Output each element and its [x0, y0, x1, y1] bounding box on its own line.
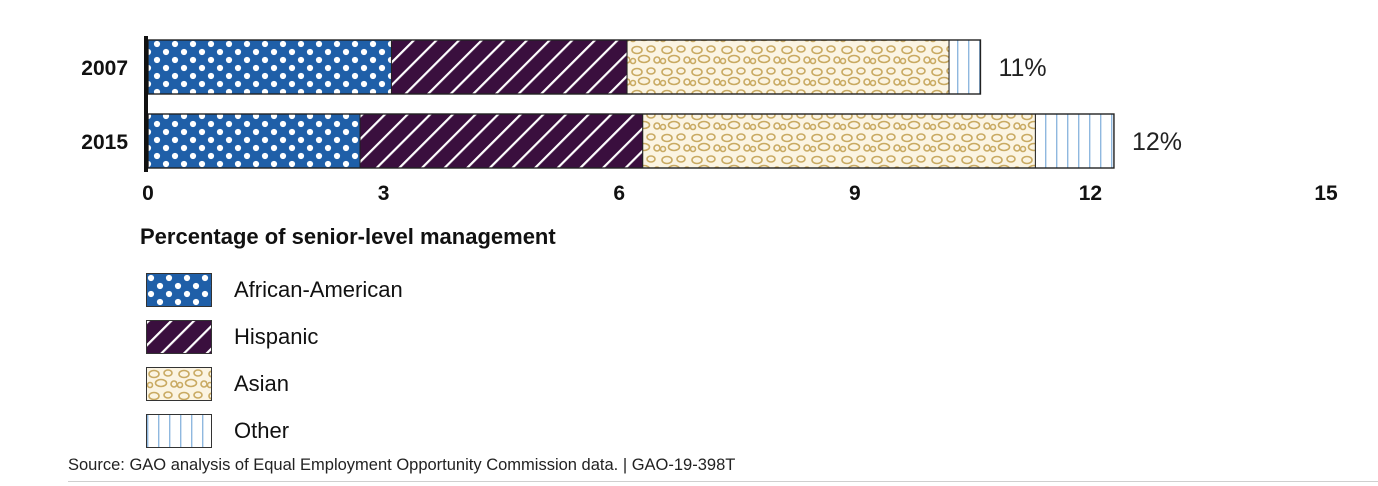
footer-divider	[68, 481, 1378, 482]
x-tick-label: 3	[378, 182, 390, 205]
bar-segment-asian-2015	[642, 113, 1036, 169]
total-label-2015: 12%	[1132, 128, 1182, 156]
x-tick-label: 9	[849, 182, 861, 205]
x-tick-label: 15	[1314, 182, 1338, 205]
legend-swatch-asian	[146, 366, 212, 401]
source-note: Source: GAO analysis of Equal Employment…	[68, 456, 736, 474]
legend-label: Hispanic	[234, 323, 319, 349]
bar-segment-african-american-2007	[147, 39, 392, 95]
bar-segment-african-american-2015	[147, 113, 361, 169]
bar-segment-hispanic-2007	[390, 39, 628, 95]
category-label-2007: 2007	[81, 57, 128, 80]
legend-item-other: Other	[146, 407, 403, 454]
legend-item-asian: Asian	[146, 360, 403, 407]
legend-label: African-American	[234, 276, 403, 302]
legend-swatch-other	[146, 413, 212, 448]
bar-segment-other-2007	[948, 39, 981, 95]
x-tick-label: 0	[142, 182, 154, 205]
legend-swatch-african-american	[146, 272, 212, 307]
legend: African-American Hispanic Asian Other	[146, 266, 403, 454]
legend-item-african-american: African-American	[146, 266, 403, 313]
x-tick-label: 6	[613, 182, 625, 205]
stacked-bar-chart: 2007 11% 2015 12% 0 3 6 9 12 15	[81, 36, 1338, 205]
legend-item-hispanic: Hispanic	[146, 313, 403, 360]
bar-segment-other-2015	[1034, 113, 1115, 169]
total-label-2007: 11%	[998, 54, 1046, 82]
x-axis-title: Percentage of senior-level management	[140, 224, 556, 249]
legend-swatch-hispanic	[146, 319, 212, 354]
legend-label: Other	[234, 417, 290, 443]
bar-segment-asian-2007	[626, 39, 950, 95]
bar-segment-hispanic-2015	[359, 113, 644, 169]
legend-label: Asian	[234, 370, 290, 396]
x-tick-label: 12	[1079, 182, 1102, 205]
y-axis-line	[144, 36, 148, 172]
category-label-2015: 2015	[81, 131, 128, 154]
